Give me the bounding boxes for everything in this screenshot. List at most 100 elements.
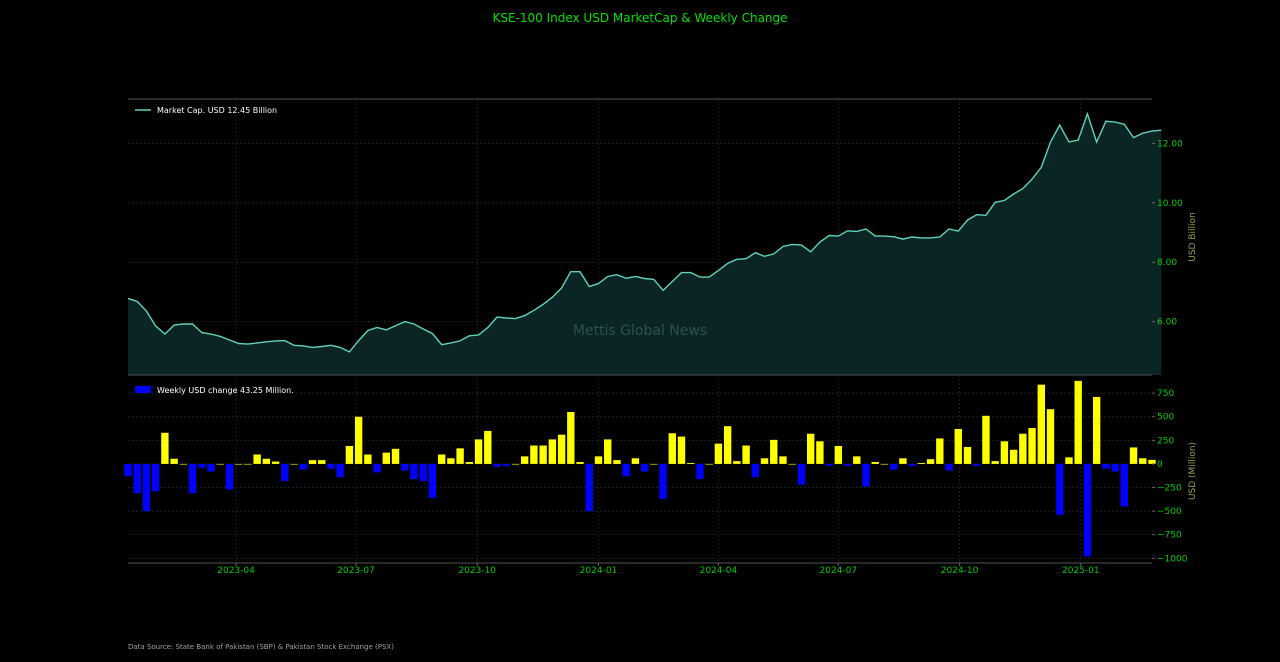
- x-tick-label: 2023-10: [458, 566, 496, 576]
- weekly-change-y-tick-label: 500: [1157, 413, 1174, 423]
- weekly-change-y-tick-label: −750: [1157, 531, 1182, 541]
- weekly-change-bar: [797, 463, 806, 485]
- weekly-change-bar: [142, 463, 151, 512]
- weekly-change-bar: [594, 456, 603, 464]
- x-tick-label: 2024-10: [941, 566, 979, 576]
- weekly-change-bar: [419, 463, 427, 481]
- weekly-change-bar: [714, 443, 723, 464]
- weekly-change-bar: [502, 463, 510, 466]
- weekly-change-bar: [751, 463, 760, 478]
- x-tick-label: 2023-04: [217, 566, 255, 576]
- watermark: Mettis Global News: [573, 323, 707, 339]
- weekly-change-bar: [806, 433, 815, 464]
- weekly-change-bar: [668, 433, 676, 464]
- weekly-change-bar: [973, 463, 981, 466]
- weekly-change-bar: [926, 459, 935, 464]
- weekly-change-bar: [456, 448, 464, 464]
- weekly-change-bar: [622, 463, 630, 477]
- weekly-change-bar: [890, 463, 898, 470]
- weekly-change-bar: [705, 463, 713, 465]
- weekly-change-bar: [447, 458, 455, 464]
- weekly-change-bar: [1083, 463, 1092, 557]
- weekly-change-bar: [853, 456, 861, 464]
- x-axis-ticks: 2023-04 2023-07 2023-10 2024-01 2024-04 2024-…: [217, 563, 1100, 576]
- weekly-change-bar: [908, 463, 916, 466]
- chart-title: KSE-100 Index USD MarketCap & Weekly Cha…: [492, 11, 787, 25]
- weekly-change-bar: [1139, 458, 1147, 464]
- weekly-change-bar: [816, 441, 824, 464]
- weekly-change-bar: [401, 463, 409, 471]
- weekly-change-bar: [659, 463, 667, 499]
- weekly-change-bar: [465, 462, 474, 464]
- weekly-change-grid: [128, 379, 1152, 563]
- weekly-change-legend-swatch: [135, 386, 151, 393]
- weekly-change-bar: [345, 445, 354, 464]
- x-tick-label: 2024-07: [820, 566, 858, 576]
- weekly-change-bar: [1065, 457, 1073, 464]
- weekly-change-bar: [1111, 463, 1119, 472]
- weekly-change-y-tick-label: −250: [1157, 484, 1182, 494]
- weekly-change-bar: [1019, 433, 1027, 464]
- weekly-change-bar: [788, 463, 796, 465]
- weekly-change-bar: [474, 439, 483, 464]
- weekly-change-bar: [327, 463, 335, 469]
- weekly-change-bar: [899, 458, 907, 464]
- weekly-change-bar: [834, 445, 843, 464]
- weekly-change-panel: −1000 −750 −500 −250 0 250 500 750 USD (Million…: [124, 379, 1198, 564]
- weekly-change-bar: [511, 463, 520, 465]
- weekly-change-bar: [1056, 463, 1064, 515]
- weekly-change-bar: [1120, 463, 1129, 507]
- weekly-change-bar: [723, 426, 732, 464]
- weekly-change-bar: [225, 463, 234, 490]
- weekly-change-bar: [170, 458, 178, 464]
- weekly-change-bar: [1092, 396, 1101, 464]
- weekly-change-bar: [760, 458, 769, 464]
- weekly-change-bar: [742, 445, 750, 464]
- weekly-change-y-tick-label: 750: [1157, 389, 1174, 399]
- weekly-change-bar: [484, 430, 492, 464]
- x-tick-label: 2023-07: [337, 566, 375, 576]
- market-cap-y-tick-label: 10.00: [1157, 199, 1183, 209]
- market-cap-y-tick-label: 6.00: [1157, 318, 1177, 328]
- weekly-change-bar: [428, 463, 437, 498]
- weekly-change-bar: [843, 463, 852, 466]
- weekly-change-bar: [936, 438, 944, 464]
- weekly-change-bar: [945, 463, 953, 471]
- weekly-change-y-tick-label: 0: [1157, 460, 1163, 470]
- weekly-change-legend: Weekly USD change 43.25 Million.: [135, 386, 294, 395]
- weekly-change-y-tick-label: −1000: [1157, 554, 1188, 564]
- weekly-change-bar: [530, 445, 538, 464]
- weekly-change-bar: [687, 462, 695, 464]
- weekly-change-bar: [1028, 428, 1036, 464]
- weekly-change-bar: [1009, 449, 1018, 464]
- weekly-change-bar: [308, 460, 317, 464]
- x-tick-label: 2024-04: [700, 566, 738, 576]
- weekly-change-bar: [437, 454, 446, 464]
- market-cap-panel: 6.00 8.00 10.00 12.00 USD Billion Market Ca…: [127, 98, 1198, 376]
- weekly-change-legend-label: Weekly USD change 43.25 Million.: [157, 386, 294, 395]
- weekly-change-bar: [548, 439, 557, 464]
- weekly-change-bar: [779, 456, 787, 464]
- weekly-change-bar: [862, 463, 870, 487]
- weekly-change-bar: [271, 461, 280, 464]
- weekly-change-bar: [410, 463, 418, 480]
- weekly-change-bar: [1102, 463, 1110, 469]
- weekly-change-bar: [281, 463, 289, 481]
- market-cap-y-tick-label: 8.00: [1157, 258, 1177, 268]
- weekly-change-y-label: USD (Million): [1188, 442, 1198, 500]
- weekly-change-bar: [604, 439, 612, 464]
- weekly-change-bar: [124, 463, 132, 477]
- market-cap-legend: Market Cap. USD 12.45 Billion: [135, 106, 277, 115]
- weekly-change-bar: [1046, 409, 1055, 464]
- weekly-change-bar: [1148, 459, 1156, 464]
- weekly-change-bar: [151, 463, 160, 492]
- weekly-change-bar: [382, 452, 390, 464]
- weekly-change-bar: [557, 434, 566, 464]
- market-cap-legend-label: Market Cap. USD 12.45 Billion: [157, 106, 277, 115]
- weekly-change-bar: [613, 460, 621, 464]
- weekly-change-y-tick-label: −500: [1157, 507, 1182, 517]
- weekly-change-bar: [1129, 447, 1138, 464]
- data-source-note: Data Source: State Bank of Pakistan (SBP…: [128, 643, 394, 651]
- weekly-change-bar: [982, 415, 990, 464]
